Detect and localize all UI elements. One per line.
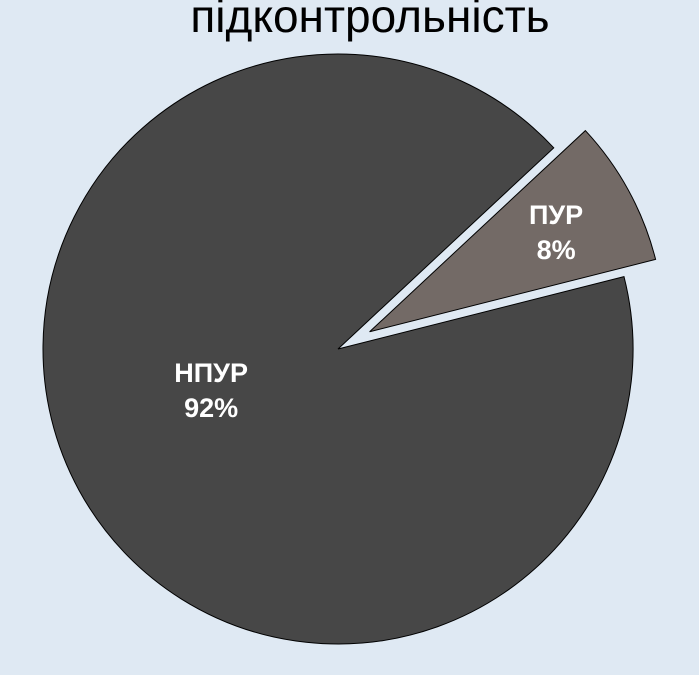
slice-label: ПУР — [529, 200, 583, 230]
pie-slice — [42, 53, 634, 645]
chart-title: підконтрольність — [190, 0, 549, 42]
pie-slice — [369, 129, 657, 333]
slice-value-label: 8% — [537, 235, 576, 265]
slice-value-label: 92% — [184, 393, 238, 423]
slice-label: НПУР — [174, 358, 248, 388]
